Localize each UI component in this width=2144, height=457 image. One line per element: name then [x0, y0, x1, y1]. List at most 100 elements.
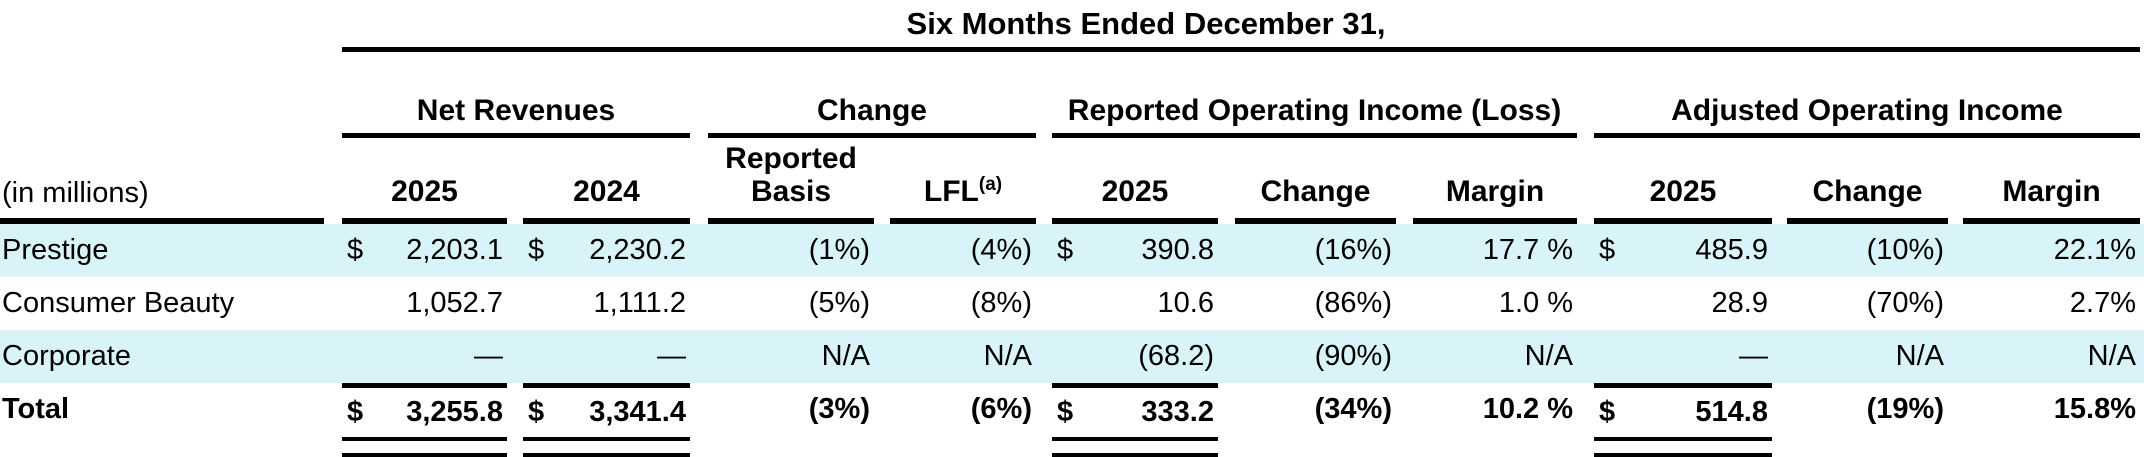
table-cell: (3%) — [708, 383, 874, 436]
cell-value: (19%) — [1866, 393, 1944, 425]
currency-symbol: $ — [528, 234, 545, 266]
title-underline: Six Months Ended December 31, — [342, 0, 2140, 52]
table-cell: 28.9 — [1594, 277, 1772, 330]
row-label: Consumer Beauty — [2, 287, 235, 319]
table-cell: 15.8% — [1963, 383, 2140, 436]
cell-value: 10.2 % — [1482, 393, 1573, 425]
table-cell: 2.7% — [1963, 277, 2140, 330]
group-adjusted-operating-income: Adjusted Operating Income — [1594, 52, 2140, 138]
double-rule-net-revenues-2024 — [523, 437, 690, 457]
table-cell: N/A — [1963, 330, 2140, 383]
table-cell: 17.7 % — [1413, 224, 1577, 277]
currency-symbol: $ — [347, 395, 364, 428]
double-rule-net-revenues-2025 — [342, 437, 507, 457]
col-header-roi-2025: 2025 — [1052, 138, 1218, 224]
table-cell: $3,341.4 — [523, 383, 690, 436]
col-header-nr-2024: 2024 — [523, 138, 690, 224]
table-cell: 1,052.7 — [342, 277, 507, 330]
cell-value: 1,111.2 — [593, 287, 686, 319]
table-cell: (6%) — [890, 383, 1036, 436]
table-cell: — — [523, 330, 690, 383]
cell-value: — — [657, 340, 686, 372]
col-header-aoi-margin: Margin — [1963, 138, 2140, 224]
table-cell: N/A — [890, 330, 1036, 383]
table-cell: (34%) — [1235, 383, 1396, 436]
col-header-nr-2025: 2025 — [342, 138, 507, 224]
cell-value: N/A — [2087, 340, 2136, 372]
cell-value: 1.0 % — [1498, 287, 1573, 319]
lfl-label: LFL — [923, 175, 979, 209]
cell-value: (70%) — [1866, 287, 1944, 319]
table-cell: 1.0 % — [1413, 277, 1577, 330]
cell-value: 28.9 — [1711, 287, 1768, 319]
table-cell: (16%) — [1235, 224, 1396, 277]
table-cell: (68.2) — [1052, 330, 1218, 383]
currency-symbol: $ — [1599, 395, 1616, 428]
col-header-roi-margin: Margin — [1413, 138, 1577, 224]
cell-value: (34%) — [1314, 393, 1392, 425]
double-rule-reported-oi-2025 — [1052, 437, 1218, 457]
table-cell: — — [1594, 330, 1772, 383]
col-header-aoi-change: Change — [1787, 138, 1948, 224]
cell-value: (8%) — [970, 287, 1032, 319]
cell-value: 1,052.7 — [406, 287, 503, 319]
unit-label: (in millions) — [0, 138, 324, 224]
table-cell: 10.6 — [1052, 277, 1218, 330]
title-row: Six Months Ended December 31, — [0, 0, 2144, 52]
table-cell: N/A — [708, 330, 874, 383]
col-header-lfl: LFL(a) — [890, 138, 1036, 224]
cell-value: (5%) — [808, 287, 870, 319]
group-spacer — [0, 52, 342, 138]
cell-value: (68.2) — [1138, 340, 1214, 372]
table-row: Prestige $2,203.1 $2,230.2 (1%) (4%) $390.8 (1… — [0, 224, 2144, 277]
table-cell: $3,255.8 — [342, 383, 507, 436]
cell-value: 10.6 — [1157, 287, 1214, 319]
cell-value: 3,255.8 — [406, 395, 503, 428]
cell-value: 15.8% — [2053, 393, 2136, 425]
cell-value: 2,203.1 — [406, 234, 503, 266]
table-title: Six Months Ended December 31, — [906, 6, 1386, 41]
table-cell: 10.2 % — [1413, 383, 1577, 436]
cell-value: 22.1% — [2053, 234, 2136, 266]
row-label: Prestige — [2, 234, 109, 266]
currency-symbol: $ — [1057, 234, 1074, 266]
table-row: Total $3,255.8 $3,341.4 (3%) (6%) $333.2 (34%)… — [0, 383, 2144, 436]
double-rule-adjusted-oi-2025 — [1594, 437, 1772, 457]
cell-value: 390.8 — [1141, 234, 1214, 266]
group-reported-operating-income: Reported Operating Income (Loss) — [1052, 52, 1577, 138]
table-cell: N/A — [1787, 330, 1948, 383]
cell-value: (3%) — [808, 393, 870, 425]
cell-value: 3,341.4 — [589, 395, 686, 428]
cell-value: 2.7% — [2069, 287, 2136, 319]
table-cell: $390.8 — [1052, 224, 1218, 277]
cell-value: N/A — [821, 340, 870, 372]
cell-value: N/A — [983, 340, 1032, 372]
cell-value: (16%) — [1314, 234, 1392, 266]
currency-symbol: $ — [347, 234, 364, 266]
row-label: Total — [2, 393, 70, 425]
table-cell: $2,203.1 — [342, 224, 507, 277]
currency-symbol: $ — [1057, 395, 1074, 428]
table-cell: $485.9 — [1594, 224, 1772, 277]
title-spacer — [0, 0, 342, 52]
table-cell: (19%) — [1787, 383, 1948, 436]
col-header-reported-basis: Reported Basis — [708, 138, 874, 224]
currency-symbol: $ — [528, 395, 545, 428]
cell-value: N/A — [1524, 340, 1573, 372]
cell-value: (1%) — [808, 234, 870, 266]
col-header-aoi-2025: 2025 — [1594, 138, 1772, 224]
cell-value: (86%) — [1314, 287, 1392, 319]
currency-symbol: $ — [1599, 234, 1616, 266]
table-cell: N/A — [1413, 330, 1577, 383]
table-body: Prestige $2,203.1 $2,230.2 (1%) (4%) $390.8 (1… — [0, 224, 2144, 436]
table-cell: (8%) — [890, 277, 1036, 330]
table-row: Consumer Beauty 1,052.7 1,111.2 (5%) (8%) 10.… — [0, 277, 2144, 330]
table-cell: (1%) — [708, 224, 874, 277]
table-row: Corporate — — N/A N/A (68.2) (90%) N/A — N/A N/A — [0, 330, 2144, 383]
cell-value: — — [1739, 340, 1768, 372]
cell-value: (10%) — [1866, 234, 1944, 266]
cell-value: (4%) — [970, 234, 1032, 266]
table-cell: (10%) — [1787, 224, 1948, 277]
table-cell: (86%) — [1235, 277, 1396, 330]
